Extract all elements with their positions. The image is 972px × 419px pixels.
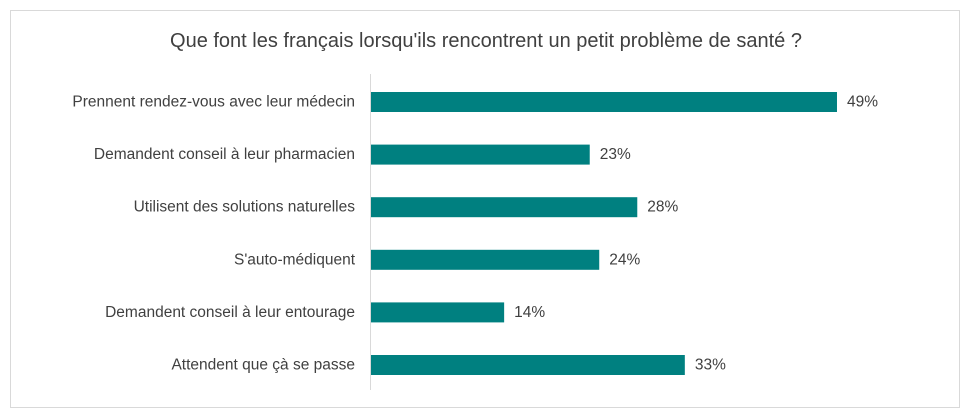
data-label: 28% [647,199,678,216]
bars: Prennent rendez-vous avec leur médecin 49… [72,92,878,375]
data-label: 33% [695,357,726,374]
category-label: Prennent rendez-vous avec leur médecin [72,94,355,111]
category-label: S'auto-médiquent [234,251,356,268]
category-label: Demandent conseil à leur pharmacien [94,146,355,163]
bar [371,302,505,323]
category-label: Attendent que çà se passe [171,357,355,374]
bar [371,249,600,270]
data-label: 49% [847,94,878,111]
bar [371,144,590,165]
bar [371,197,638,218]
bar [371,355,685,375]
data-label: 14% [514,304,545,321]
category-label: Demandent conseil à leur entourage [105,304,355,321]
chart-title: Que font les français lorsqu'ils rencont… [170,30,802,52]
category-label: Utilisent des solutions naturelles [134,199,356,216]
data-label: 24% [609,251,640,268]
data-label: 23% [600,146,631,163]
bar [371,92,837,112]
